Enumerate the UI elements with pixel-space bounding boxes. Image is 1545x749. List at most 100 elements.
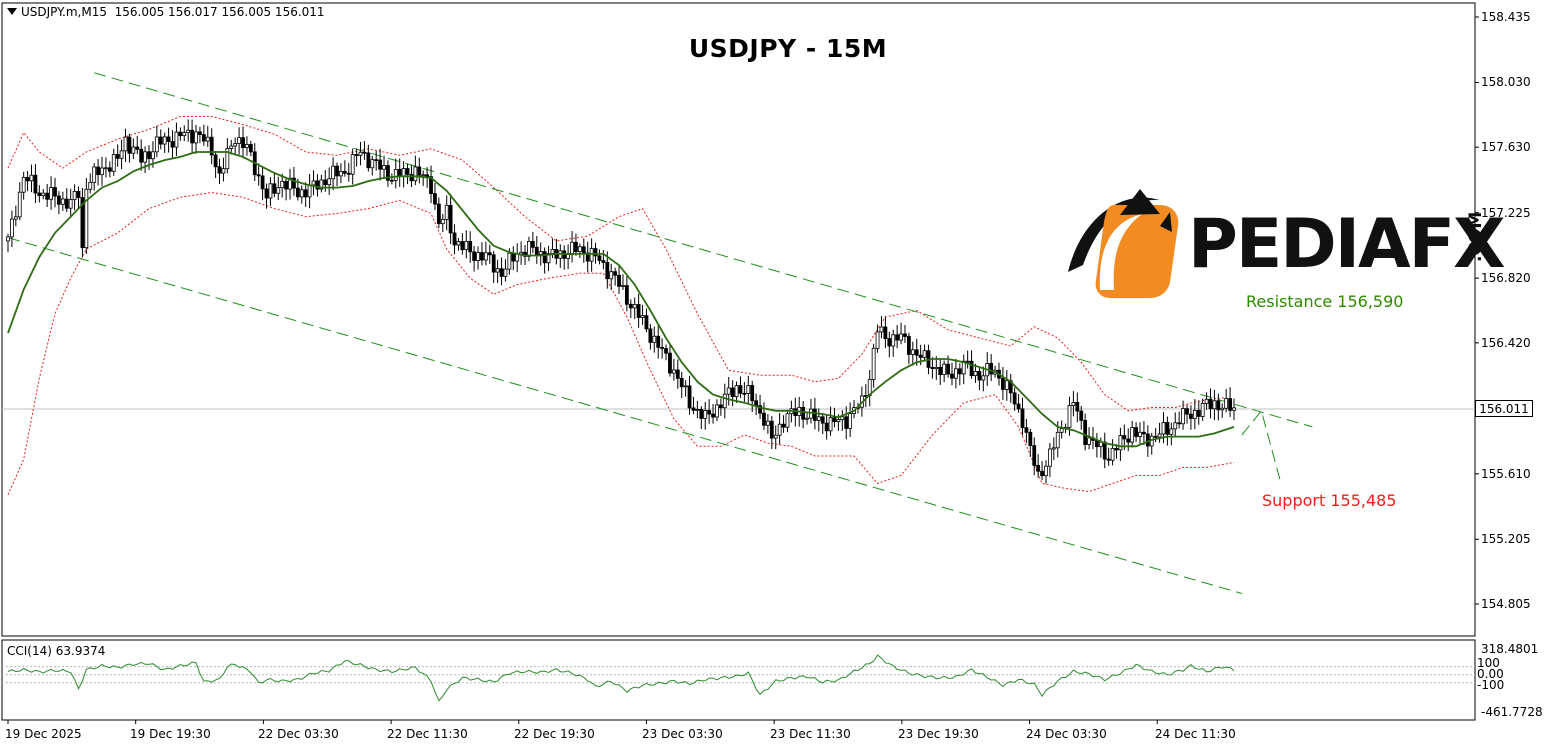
candle-body [382, 165, 386, 170]
candle-body [49, 187, 53, 200]
candle-body [687, 385, 692, 409]
candle-body [922, 350, 927, 358]
candle-body [151, 151, 155, 160]
candle-body [1106, 458, 1111, 461]
candle-body [276, 187, 281, 194]
candle-body [671, 369, 676, 374]
moving-average [7, 151, 1235, 448]
candle-body [1220, 407, 1225, 411]
candle-body [981, 375, 986, 381]
candle-body [534, 246, 539, 255]
candle-body [1067, 405, 1072, 428]
support-annotation: Support 155,485 [1262, 491, 1397, 510]
candle-body [374, 159, 379, 162]
candle-body [268, 183, 273, 199]
cci-tick-label: -461.7728 [1481, 705, 1543, 719]
candle-body [1012, 392, 1017, 405]
candle-body [816, 416, 821, 421]
candle-body [311, 180, 316, 186]
candle-body [820, 416, 825, 424]
candle-body [546, 253, 551, 264]
candle-body [593, 248, 598, 257]
candle-body [1165, 421, 1170, 435]
candle-body [679, 377, 684, 388]
candle-body [80, 197, 85, 249]
candle-body [1216, 400, 1221, 411]
candle-body [836, 419, 841, 423]
chart-grid [2, 408, 1475, 684]
candle-body [1075, 402, 1080, 412]
candle-body [652, 335, 657, 343]
candle-body [331, 165, 336, 180]
candle-body [550, 249, 555, 254]
candle-body [750, 385, 755, 402]
candle-body [315, 180, 320, 190]
candle-body [339, 171, 343, 177]
candle-body [440, 218, 445, 225]
symbol-info: USDJPY.m,M15 156.005 156.017 156.005 156… [21, 5, 325, 19]
time-tick-label: 22 Dec 03:30 [258, 727, 339, 741]
candle-body [53, 187, 57, 197]
candle-body [903, 333, 907, 337]
channel-upper-line [94, 72, 1313, 428]
candle-body [812, 408, 817, 421]
candle-body [530, 241, 535, 248]
candle-body [871, 347, 876, 380]
candle-body [875, 331, 880, 349]
candle-body [127, 136, 132, 154]
candle-body [476, 252, 480, 261]
logo-suffix: .COM [1466, 211, 1486, 262]
candle-body [1145, 433, 1150, 447]
candle-body [832, 417, 837, 423]
candle-body [170, 141, 175, 148]
candle-body [738, 385, 743, 394]
price-tick-label: 155.205 [1481, 532, 1531, 547]
candle-body [542, 251, 547, 264]
candle-body [350, 154, 355, 175]
dropdown-triangle-icon[interactable] [7, 8, 17, 15]
candle-body [335, 165, 339, 177]
candle-body [25, 176, 30, 182]
candle-body [1083, 419, 1088, 445]
candle-body [182, 132, 187, 137]
candle-body [777, 423, 782, 436]
candle-body [1185, 408, 1189, 415]
candle-body [29, 174, 34, 182]
candle-body [154, 136, 159, 153]
candle-body [299, 189, 304, 198]
candle-body [758, 405, 762, 414]
candle-body [969, 360, 974, 377]
candle-body [354, 154, 359, 156]
candle-body [491, 254, 496, 273]
candle-body [256, 174, 261, 177]
candle-body [409, 173, 414, 182]
candle-body [722, 393, 727, 409]
price-tick-label: 158.435 [1481, 10, 1531, 24]
candle-body [139, 148, 144, 163]
candle-body [468, 240, 473, 253]
cci-label: CCI(14) 63.9374 [7, 644, 106, 658]
time-tick-label: 19 Dec 2025 [5, 727, 82, 741]
candle-body [115, 154, 120, 159]
candle-body [1048, 448, 1052, 467]
candle-body [675, 369, 680, 379]
candle-body [1126, 438, 1131, 443]
price-tick-label: 156.420 [1481, 335, 1531, 350]
candle-body [1095, 439, 1099, 448]
candle-body [429, 176, 433, 194]
candle-body [401, 168, 406, 177]
candle-body [644, 315, 649, 330]
candle-body [1040, 470, 1044, 477]
candle-body [605, 262, 610, 280]
cci-indicator [7, 654, 1235, 702]
candle-body [448, 204, 453, 234]
chart-frame [1, 2, 1479, 724]
candle-body [613, 271, 618, 276]
candle-body [460, 241, 465, 251]
candle-body [174, 131, 179, 148]
candle-body [914, 349, 919, 356]
time-tick-label: 19 Dec 19:30 [130, 727, 211, 741]
symbol-header[interactable]: USDJPY.m,M15 156.005 156.017 156.005 156… [7, 5, 325, 19]
candle-body [1177, 422, 1182, 425]
candle-body [648, 328, 653, 343]
